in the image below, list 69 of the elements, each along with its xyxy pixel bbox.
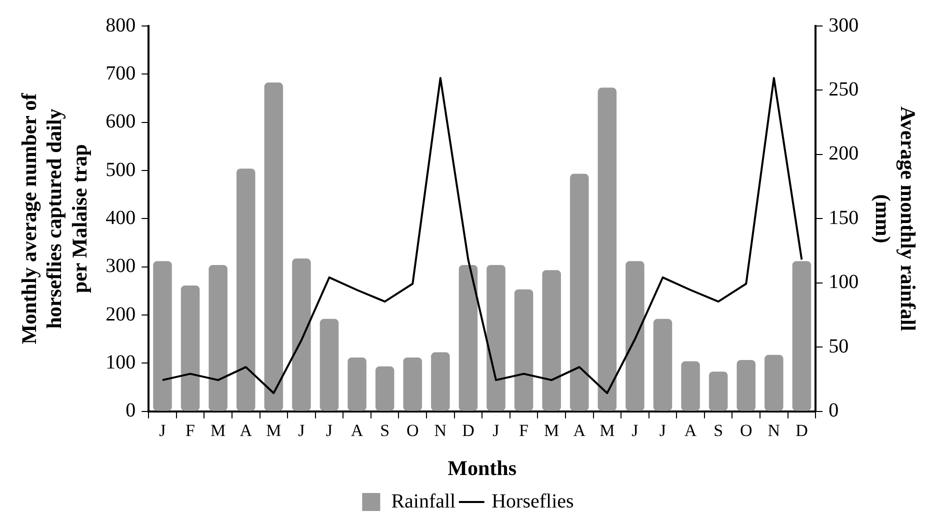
y-tick-label: 400 — [106, 206, 136, 229]
y-tick-label: 700 — [106, 62, 136, 84]
y-tick-label: 600 — [106, 110, 136, 133]
legend-label: Rainfall — [391, 490, 456, 512]
bar — [514, 289, 534, 411]
y2-tick-label: 200 — [828, 142, 859, 165]
x-tick-label: A — [684, 421, 698, 440]
y2-tick-label: 100 — [828, 271, 859, 294]
legend-label: Horseflies — [492, 490, 574, 512]
x-tick-label: A — [573, 421, 586, 440]
x-tick-label: M — [210, 421, 226, 440]
x-tick-label: A — [350, 421, 364, 440]
bar — [403, 357, 422, 411]
bar — [708, 372, 728, 411]
bar — [375, 366, 394, 411]
x-tick-label: M — [544, 421, 560, 440]
y2-tick-label: 0 — [828, 400, 839, 422]
x-tick-label: D — [796, 421, 808, 440]
x-tick-label: A — [240, 421, 253, 440]
x-tick-label: O — [406, 421, 419, 440]
bar — [764, 354, 784, 411]
bar — [153, 261, 172, 411]
x-tick-label: M — [600, 421, 615, 440]
bar — [348, 357, 366, 411]
x-tick-label: F — [186, 421, 196, 440]
x-tick-label: S — [380, 421, 390, 440]
x-tick-label: F — [519, 421, 529, 440]
x-tick-label: D — [462, 421, 474, 440]
x-tick-label: J — [492, 421, 500, 440]
y-tick-label: 800 — [106, 14, 136, 36]
x-tick-label: O — [740, 421, 752, 440]
x-tick-label: N — [768, 421, 780, 440]
bar — [320, 318, 339, 411]
y2-tick-label: 250 — [828, 78, 859, 100]
bar — [292, 258, 311, 411]
y2-tick-label: 150 — [828, 206, 859, 229]
bar — [681, 361, 700, 411]
y-tick-label: 200 — [106, 303, 136, 326]
x-tick-label: S — [714, 421, 724, 440]
y-axis-title: Monthly average number of horseflies captured daily per Malaise trap — [17, 92, 92, 344]
x-tick-label: J — [159, 421, 166, 440]
y2-tick-label: 50 — [828, 335, 849, 358]
bar — [792, 261, 812, 411]
y-tick-label: 300 — [106, 255, 136, 278]
y2-axis-title: Average monthly rainfall (mm) — [870, 106, 920, 332]
bar — [208, 264, 228, 411]
y-tick-label: 500 — [106, 158, 136, 181]
bar — [236, 168, 256, 411]
x-tick-label: N — [434, 421, 447, 440]
bar — [598, 88, 617, 411]
bar — [180, 286, 200, 411]
bar — [653, 318, 672, 411]
x-tick-label: J — [298, 421, 306, 440]
y-tick-label: 0 — [126, 400, 136, 422]
bar — [431, 352, 450, 411]
y-tick-label: 100 — [106, 351, 136, 374]
bar — [486, 264, 506, 411]
x-axis-title: Months — [448, 456, 517, 480]
x-tick-label: M — [266, 421, 282, 440]
x-tick-label: J — [632, 421, 639, 440]
bar — [458, 264, 478, 411]
bar — [736, 360, 756, 411]
bar — [542, 270, 561, 411]
bar — [626, 261, 644, 411]
y2-tick-label: 300 — [828, 14, 859, 36]
x-tick-label: J — [326, 421, 333, 440]
bar — [264, 82, 284, 411]
bar — [570, 174, 589, 411]
x-tick-label: J — [659, 421, 666, 440]
